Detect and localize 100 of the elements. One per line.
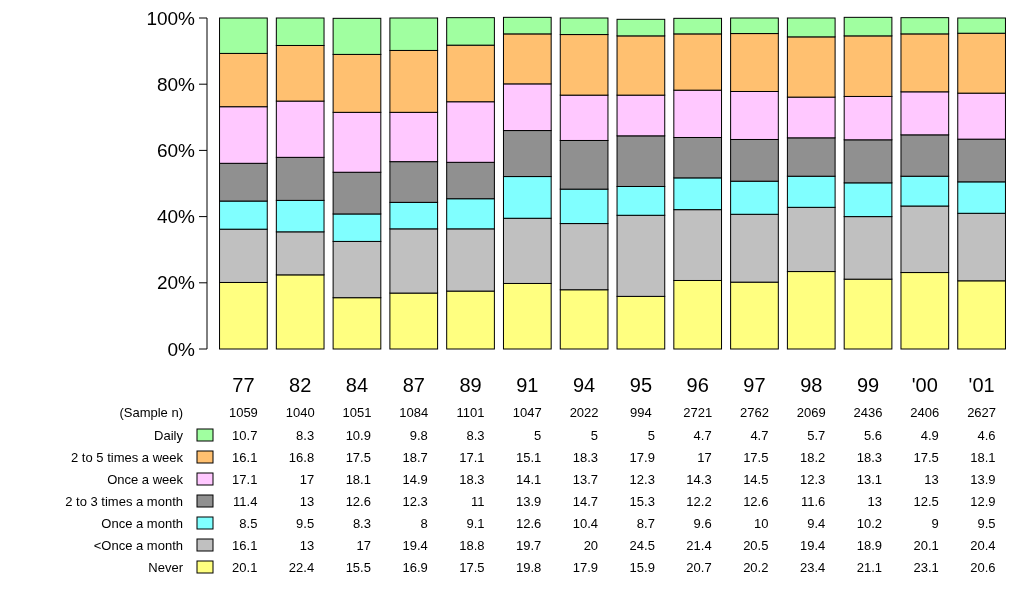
data-label: 18.3 [856,449,883,465]
data-label: 9.5 [977,515,996,531]
data-label: 13 [299,537,315,553]
data-label: 19.8 [516,559,542,575]
data-label: 24.5 [629,537,655,553]
data-label: 15.5 [345,559,371,575]
data-label: 18.3 [459,471,485,487]
text: 1051 [342,404,372,420]
text: 1084 [399,404,429,420]
x-tick-label: 91 [516,374,539,396]
data-label: 17 [356,537,371,553]
y-tick-label: 40% [156,206,196,228]
data-label: 20.4 [970,537,996,553]
data-label: 12.2 [686,493,712,509]
data-label: 10.9 [345,427,371,443]
x-tick-label: 77 [232,374,255,396]
data-label: 16.8 [288,449,315,465]
data-label: 12.6 [516,515,542,531]
x-tick-label: 99 [856,374,880,396]
data-label: 20.2 [743,559,769,575]
data-label: 18.2 [799,449,826,465]
legend-label: <Once a month [93,537,183,553]
data-label: 15.1 [516,449,542,465]
x-tick-label: 94 [572,374,596,396]
data-label: 20.1 [232,559,258,575]
data-label: 18.1 [970,449,996,465]
data-label: 5.6 [863,427,883,443]
data-label: 12.3 [629,471,655,487]
data-label: 18.1 [345,471,371,487]
data-label: 9.4 [807,515,826,531]
text: 2436 [853,404,883,420]
data-label: 13 [924,471,939,487]
data-label: 5 [534,427,542,443]
text: 2406 [910,404,940,420]
x-tick-label: 97 [743,374,766,396]
data-label: 10.4 [572,515,599,531]
data-label: 20.5 [743,537,769,553]
data-label: 14.1 [516,471,542,487]
data-label: 9 [931,515,939,531]
data-label: 16.1 [232,537,258,553]
data-label: 9.6 [693,515,712,531]
data-label: 13 [299,493,315,509]
data-label: 14.5 [743,471,769,487]
y-tick-label: 20% [156,272,196,294]
y-tick-label: 60% [156,140,196,162]
data-label: 8.5 [239,515,258,531]
x-tick-label: 98 [800,374,823,396]
data-label: 9.8 [409,427,428,443]
data-label: 23.4 [799,559,826,575]
data-label: 13.1 [856,471,883,487]
data-label: 17.5 [913,449,939,465]
data-label: 12.6 [345,493,371,509]
data-label: 4.7 [750,427,769,443]
data-label: 19.4 [402,537,428,553]
x-tick-label: 89 [459,374,482,396]
data-label: 4.9 [920,427,939,443]
data-label: 20.6 [970,559,996,575]
data-label: 10.7 [232,427,258,443]
data-label: 8.7 [636,515,655,531]
data-label: 20.1 [913,537,939,553]
data-label: 12.3 [799,471,826,487]
data-label: 11.4 [233,493,258,509]
text: 2762 [740,404,769,420]
legend-label: Never [148,559,184,575]
data-label: 18.8 [459,537,485,553]
data-label: 20 [583,537,599,553]
x-tick-label: 82 [289,374,312,396]
y-tick-label: 0% [167,338,196,360]
data-label: 21.4 [686,537,712,553]
data-label: 4.7 [693,427,712,443]
data-label: 9.5 [296,515,315,531]
data-label: 8.3 [466,427,485,443]
data-label: 5 [590,427,599,443]
data-label: 14.9 [402,471,428,487]
data-label: 15.3 [629,493,655,509]
x-tick-label: '00 [911,374,938,396]
y-tick-label: 80% [156,73,196,95]
legend-label: Once a month [101,515,183,531]
data-label: 18.3 [572,449,599,465]
text: (Sample n) [119,404,183,420]
data-label: 4.6 [977,427,996,443]
data-label: 18.9 [856,537,883,553]
data-label: 14.3 [686,471,712,487]
legend-label: 2 to 3 times a month [65,493,183,509]
text: 1059 [228,404,258,420]
data-label: 19.7 [516,537,542,553]
data-label: 11.6 [800,493,826,509]
data-label: 16.1 [232,449,258,465]
data-label: 8.3 [296,427,315,443]
text: 2721 [683,404,713,420]
data-label: 13 [867,493,883,509]
data-label: 11 [471,493,485,509]
x-tick-label: 84 [345,374,369,396]
text: 1047 [512,404,542,420]
legend-label: 2 to 5 times a week [71,449,184,465]
data-label: 5 [647,427,655,443]
data-label: 17 [299,471,315,487]
data-label: 17.5 [459,559,485,575]
data-label: 12.3 [402,493,428,509]
text: 2069 [796,404,826,420]
